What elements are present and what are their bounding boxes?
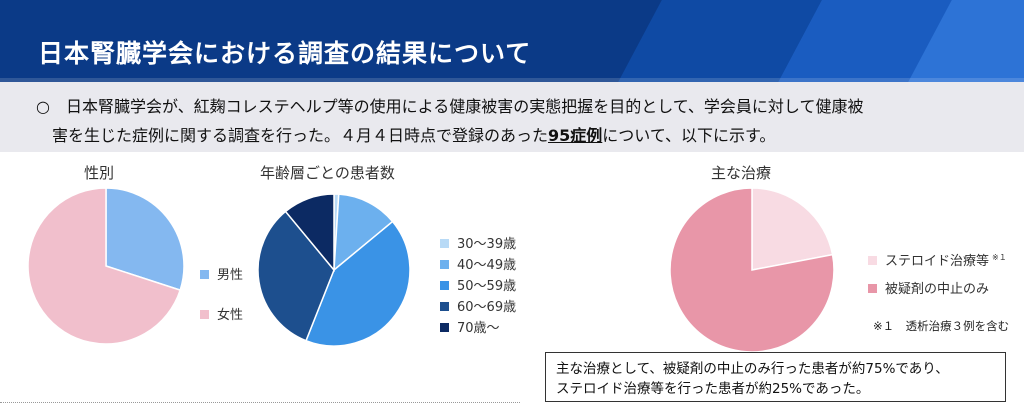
sex-legend-label-0: 男性 (217, 268, 244, 283)
sex-slice-0 (105, 187, 185, 292)
treatment-legend-swatch-1 (868, 284, 877, 293)
sex-legend-label-1: 女性 (217, 308, 244, 323)
age-legend-item-1: 40〜49歳 (440, 254, 516, 273)
age-legend-item-0: 30〜39歳 (440, 233, 516, 252)
treatment-legend-label-1: 被疑剤の中止のみ (885, 282, 990, 297)
legend-treatment: ステロイド治療等 ※１ 被疑剤の中止のみ (868, 250, 1018, 300)
summary-text-2a: 害を生じた症例に関する調査を行った。４月４日時点で登録のあった (52, 126, 549, 145)
age-slice-1 (333, 193, 394, 272)
sex-legend-item-0: 男性 (200, 264, 243, 283)
age-legend-label-1: 40〜49歳 (457, 258, 517, 273)
pie-chart-sex (27, 187, 185, 345)
age-legend-label-4: 70歳〜 (457, 321, 500, 336)
bullet-circle-icon: ○ (36, 97, 50, 116)
pie-chart-age (257, 193, 411, 347)
note-line-2: ステロイド治療等を行った患者が約25%であった。 (556, 381, 870, 397)
chart-title-treatment: 主な治療 (711, 164, 772, 182)
pie-chart-treatment (669, 187, 835, 353)
summary-line-2: 害を生じた症例に関する調査を行った。４月４日時点で登録のあった95症例について、… (52, 122, 775, 146)
age-slice-2 (305, 220, 411, 347)
summary-band: ○ 日本腎臓学会が、紅麹コレステヘルプ等の使用による健康被害の実態把握を目的として… (0, 82, 1024, 152)
summary-text-1: 日本腎臓学会が、紅麹コレステヘルプ等の使用による健康被害の実態把握を目的として、… (66, 97, 864, 116)
treatment-legend-item-0: ステロイド治療等 ※１ (868, 250, 1007, 269)
treatment-slice-0 (751, 187, 834, 271)
footnote: ※１ 透析治療３例を含む (873, 319, 1010, 333)
age-slice-3 (257, 210, 335, 342)
treatment-legend-swatch-0 (868, 256, 877, 265)
age-legend-swatch-0 (440, 239, 449, 248)
header-banner: 日本腎臓学会における調査の結果について (0, 0, 1024, 82)
chart-title-age: 年齢層ごとの患者数 (260, 164, 395, 182)
sex-legend-swatch-0 (200, 270, 209, 279)
age-legend-label-0: 30〜39歳 (457, 237, 517, 252)
age-legend-swatch-3 (440, 302, 449, 311)
note-line-1: 主な治療として、被疑剤の中止のみ行った患者が約75%であり、 (556, 361, 949, 377)
treatment-legend-item-1: 被疑剤の中止のみ (868, 278, 989, 297)
legend-sex: 男性 女性 (200, 264, 290, 334)
age-legend-label-2: 50〜59歳 (457, 279, 517, 294)
age-slice-4 (284, 193, 335, 273)
age-legend-swatch-1 (440, 260, 449, 269)
dotted-divider (0, 402, 520, 403)
treatment-slice-1 (669, 187, 835, 353)
note-box: 主な治療として、被疑剤の中止のみ行った患者が約75%であり、 ステロイド治療等を… (545, 352, 1006, 402)
age-legend-swatch-4 (440, 323, 449, 332)
age-legend-label-3: 60〜69歳 (457, 300, 517, 315)
summary-text-2b: について、以下に示す。 (602, 126, 776, 145)
treatment-legend-label-0: ステロイド治療等 (885, 254, 990, 269)
age-legend-item-2: 50〜59歳 (440, 275, 516, 294)
page-title: 日本腎臓学会における調査の結果について (38, 39, 532, 68)
summary-line-1: ○ 日本腎臓学会が、紅麹コレステヘルプ等の使用による健康被害の実態把握を目的として… (36, 93, 863, 117)
sex-legend-item-1: 女性 (200, 304, 243, 323)
sex-slice-1 (27, 187, 182, 345)
treatment-legend-mark-0: ※１ (992, 252, 1007, 262)
legend-age: 30〜39歳 40〜49歳 50〜59歳 60〜69歳 70歳〜 (440, 233, 540, 336)
sex-legend-swatch-1 (200, 310, 209, 319)
age-legend-item-4: 70歳〜 (440, 317, 500, 336)
case-count: 95症例 (548, 126, 603, 145)
header-divider (0, 78, 1024, 82)
chart-title-sex: 性別 (84, 164, 115, 182)
age-legend-item-3: 60〜69歳 (440, 296, 516, 315)
age-legend-swatch-2 (440, 281, 449, 290)
